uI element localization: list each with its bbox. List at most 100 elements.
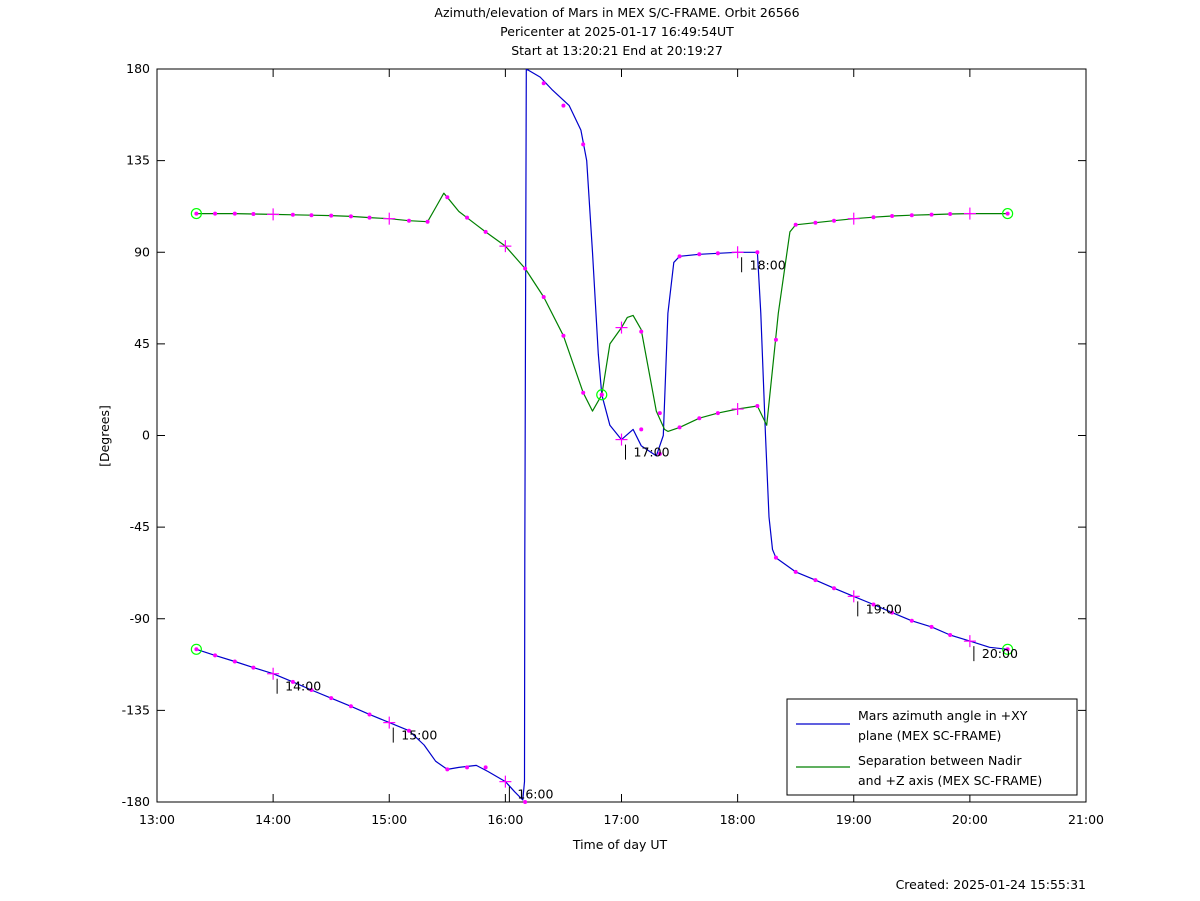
sample-dot-marker xyxy=(697,252,702,257)
sample-dot-marker xyxy=(483,765,488,770)
sample-dot-marker xyxy=(425,219,430,224)
x-tick-label: 15:00 xyxy=(371,812,407,827)
hour-cross-marker xyxy=(499,240,512,253)
sample-dot-marker xyxy=(523,800,528,804)
sample-dot-marker xyxy=(523,266,528,271)
y-tick-label: 90 xyxy=(134,244,150,259)
separation-series-line xyxy=(196,192,1008,432)
axis-ticks xyxy=(156,68,1087,803)
endpoint-dot-marker xyxy=(599,392,604,397)
sample-dot-marker xyxy=(657,411,662,416)
sample-dot-marker xyxy=(639,329,644,334)
sample-dot-marker xyxy=(251,211,256,216)
y-tick-label: 180 xyxy=(126,61,150,76)
sample-dot-marker xyxy=(213,653,218,658)
sample-dot-marker xyxy=(465,765,470,770)
time-annotation-label: 20:00 xyxy=(982,646,1018,661)
hour-cross-marker xyxy=(615,433,628,446)
sample-dot-marker xyxy=(581,142,586,147)
sample-dot-marker xyxy=(715,411,720,416)
time-annotation: 18:00 xyxy=(741,257,786,273)
chart-title-line-2: Pericenter at 2025-01-17 16:49:54UT xyxy=(500,24,734,39)
axis-tick-labels: 13:00 14:00 15:00 16:00 17:00 18:00 19:00 20:00… xyxy=(122,61,1104,827)
azimuth-series-line xyxy=(196,69,1008,801)
sample-dot-marker xyxy=(465,215,470,220)
time-annotation-label: 18:00 xyxy=(750,257,786,272)
hour-cross-marker xyxy=(615,321,628,334)
hour-cross-marker xyxy=(963,207,976,220)
hour-cross-marker xyxy=(383,212,396,225)
y-tick-label: -45 xyxy=(130,519,150,534)
time-annotation-label: 14:00 xyxy=(285,679,321,694)
sample-dot-marker xyxy=(445,767,450,772)
created-timestamp: Created: 2025-01-24 15:55:31 xyxy=(896,877,1086,892)
x-tick-label: 16:00 xyxy=(487,812,523,827)
sample-dot-marker xyxy=(290,679,295,684)
y-axis-label: [Degrees] xyxy=(97,405,112,467)
time-annotation-label: 16:00 xyxy=(517,787,553,802)
sample-dot-marker xyxy=(483,229,488,234)
sample-dot-marker xyxy=(929,624,934,629)
sample-dot-marker xyxy=(639,427,644,432)
sample-dot-marker xyxy=(309,213,314,218)
sample-dot-marker xyxy=(541,295,546,300)
sample-dot-marker xyxy=(445,195,450,200)
sample-dot-marker xyxy=(715,251,720,256)
hour-cross-marker xyxy=(731,403,744,416)
sample-dot-marker xyxy=(890,214,895,219)
sample-dot-marker xyxy=(755,403,760,408)
sample-dot-marker xyxy=(871,215,876,220)
sample-dot-marker xyxy=(677,254,682,259)
sample-dot-marker xyxy=(929,212,934,217)
sample-dot-marker xyxy=(406,728,411,733)
time-annotation: 17:00 xyxy=(625,444,670,460)
y-tick-label: -90 xyxy=(130,611,150,626)
hour-cross-marker xyxy=(847,590,860,603)
sample-dot-marker xyxy=(793,222,798,227)
sample-dot-marker xyxy=(309,688,314,693)
x-tick-label: 13:00 xyxy=(139,812,175,827)
sample-dot-marker xyxy=(832,218,837,223)
time-annotation: 20:00 xyxy=(973,646,1018,662)
sample-dot-marker xyxy=(677,425,682,430)
sample-dot-marker xyxy=(367,215,372,220)
sample-dot-marker xyxy=(697,416,702,421)
sample-dot-marker xyxy=(773,555,778,560)
chart-title: Azimuth/elevation of Mars in MEX S/C-FRA… xyxy=(434,5,799,58)
x-tick-label: 17:00 xyxy=(603,812,639,827)
chart-title-line-3: Start at 13:20:21 End at 20:19:27 xyxy=(511,43,723,58)
sample-dot-marker xyxy=(213,211,218,216)
time-annotation-label: 19:00 xyxy=(866,601,902,616)
x-tick-label: 14:00 xyxy=(255,812,291,827)
chart-title-line-1: Azimuth/elevation of Mars in MEX S/C-FRA… xyxy=(434,5,799,20)
sample-dot-marker xyxy=(793,569,798,574)
legend-label-separation-line-2: and +Z axis (MEX SC-FRAME) xyxy=(858,773,1042,788)
time-annotation: 15:00 xyxy=(392,727,437,743)
sample-dot-marker xyxy=(948,211,953,216)
sample-dot-marker xyxy=(948,633,953,638)
time-annotation: 16:00 xyxy=(508,786,553,802)
sample-dot-marker xyxy=(348,704,353,709)
endpoint-circle-marker xyxy=(1002,207,1014,220)
sample-dot-marker xyxy=(329,213,334,218)
y-tick-label: 0 xyxy=(142,428,150,443)
sample-dot-marker xyxy=(232,211,237,216)
sample-dot-marker xyxy=(561,333,566,338)
legend-label-separation-line-1: Separation between Nadir xyxy=(858,753,1022,768)
hour-cross-marker xyxy=(963,635,976,648)
x-tick-label: 18:00 xyxy=(720,812,756,827)
sample-dot-marker xyxy=(813,578,818,583)
time-annotations: 14:00 15:00 16:00 17:00 18:00 19:00 20:00 xyxy=(276,257,1018,802)
sample-dot-marker xyxy=(561,103,566,108)
sample-dot-marker xyxy=(832,586,837,591)
legend-label-azimuth-line-1: Mars azimuth angle in +XY xyxy=(858,708,1028,723)
sample-dot-marker xyxy=(348,214,353,219)
sample-dot-marker xyxy=(541,81,546,86)
sample-dot-marker xyxy=(890,610,895,615)
x-tick-label: 20:00 xyxy=(952,812,988,827)
sample-dot-marker xyxy=(909,618,914,623)
endpoint-circle-marker xyxy=(596,389,608,401)
hour-cross-marker xyxy=(847,212,860,225)
sample-dot-marker xyxy=(813,220,818,225)
sample-dot-marker xyxy=(232,659,237,664)
